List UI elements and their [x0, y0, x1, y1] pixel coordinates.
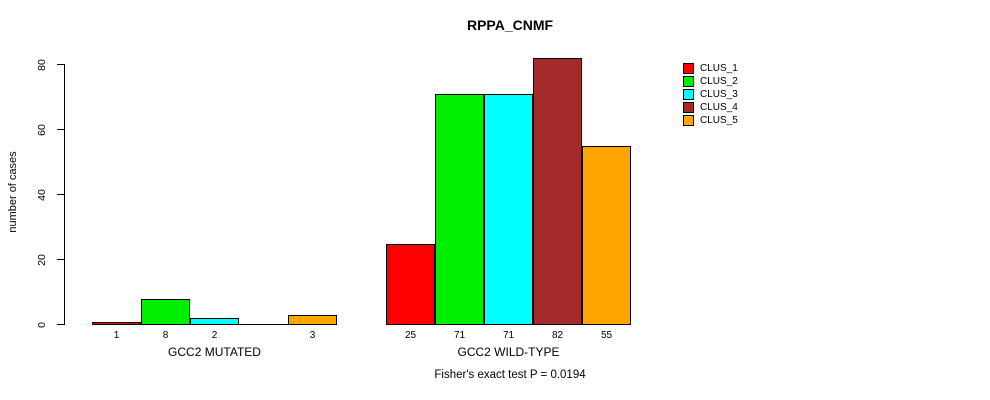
- bar-clus_1-mutated: [92, 322, 141, 325]
- chart-title: RPPA_CNMF: [466, 17, 554, 33]
- legend-label: CLUS_3: [700, 89, 738, 100]
- legend: CLUS_1 CLUS_2 CLUS_3 CLUS_4 CLUS_5: [683, 62, 738, 127]
- bar-clus_1-wildtype: [386, 244, 435, 325]
- y-axis-tick: [57, 64, 65, 65]
- legend-item-clus_2: CLUS_2: [683, 75, 738, 88]
- bar-clus_3-wildtype: [484, 94, 533, 325]
- bar-value-label: 55: [600, 330, 613, 341]
- y-axis-tick-label: 60: [36, 123, 48, 136]
- y-axis-tick-label: 20: [36, 253, 48, 266]
- bar-clus_4-wildtype: [533, 58, 582, 325]
- bar-value-label: 25: [404, 330, 417, 341]
- legend-swatch-icon: [683, 89, 694, 100]
- bar-value-label: 1: [113, 330, 120, 341]
- bar-value-label: 8: [162, 330, 169, 341]
- legend-swatch-icon: [683, 76, 694, 87]
- legend-label: CLUS_4: [700, 102, 738, 113]
- legend-item-clus_5: CLUS_5: [683, 114, 738, 127]
- group-label: GCC2 MUTATED: [168, 345, 261, 359]
- y-axis-tick: [57, 259, 65, 260]
- bar-clus_4-zero: [239, 324, 288, 325]
- bar-value-label: 2: [211, 330, 218, 341]
- group-label: GCC2 WILD-TYPE: [457, 345, 560, 359]
- bar-clus_5-mutated: [288, 315, 337, 325]
- legend-swatch-icon: [683, 63, 694, 74]
- bar-clus_2-wildtype: [435, 94, 484, 325]
- bar-clus_5-wildtype: [582, 146, 631, 325]
- legend-label: CLUS_5: [700, 115, 738, 126]
- legend-swatch-icon: [683, 115, 694, 126]
- legend-item-clus_3: CLUS_3: [683, 88, 738, 101]
- y-axis-title: number of cases: [7, 151, 19, 233]
- bar-value-label: 71: [453, 330, 466, 341]
- y-axis-tick: [57, 194, 65, 195]
- bar-value-label: 3: [309, 330, 316, 341]
- y-axis-tick-label: 80: [36, 58, 48, 71]
- y-axis-tick: [57, 324, 65, 325]
- bar-clus_2-mutated: [141, 299, 190, 325]
- bar-clus_3-mutated: [190, 318, 239, 325]
- legend-label: CLUS_2: [700, 76, 738, 87]
- legend-item-clus_4: CLUS_4: [683, 101, 738, 114]
- y-axis-tick: [57, 129, 65, 130]
- fisher-test-footer: Fisher's exact test P = 0.0194: [434, 369, 586, 381]
- legend-item-clus_1: CLUS_1: [683, 62, 738, 75]
- bar-value-label: 71: [502, 330, 515, 341]
- bar-value-label: 82: [551, 330, 564, 341]
- legend-swatch-icon: [683, 102, 694, 113]
- y-axis-tick-label: 0: [36, 321, 48, 328]
- y-axis-tick-label: 40: [36, 188, 48, 201]
- legend-label: CLUS_1: [700, 63, 738, 74]
